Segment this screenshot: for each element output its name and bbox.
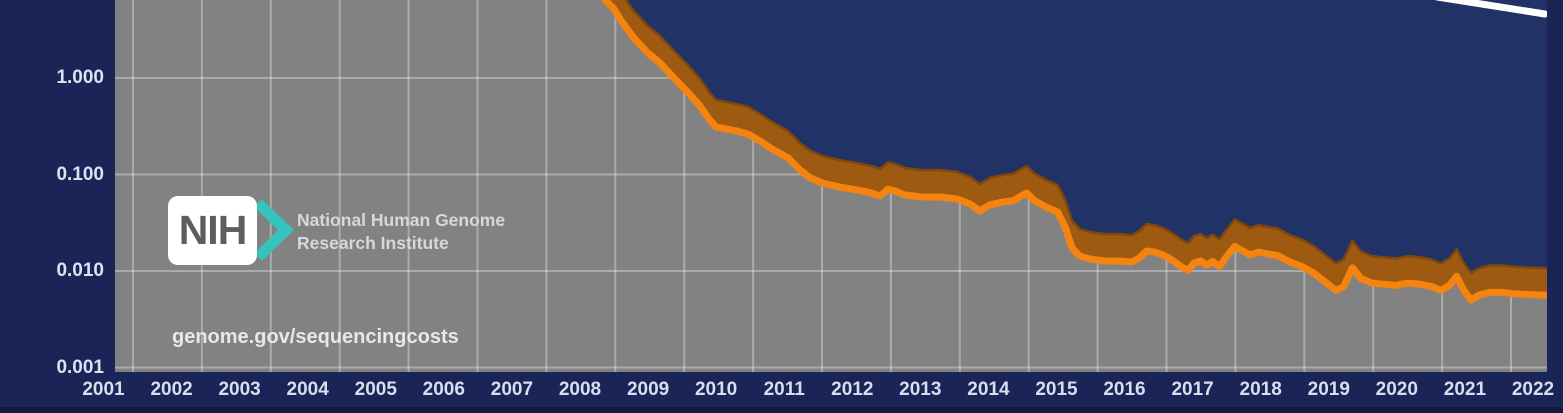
x-tick-label: 2011 bbox=[763, 379, 805, 400]
x-tick-label: 2014 bbox=[967, 379, 1010, 400]
x-tick-label: 2012 bbox=[831, 379, 874, 400]
x-tick-label: 2001 bbox=[82, 379, 125, 400]
source-url-text: genome.gov/sequencingcosts bbox=[172, 326, 459, 348]
nih-logo-box: NIH bbox=[168, 196, 257, 265]
x-tick-label: 2021 bbox=[1443, 379, 1487, 400]
x-tick-label: 2009 bbox=[626, 379, 670, 400]
x-tick-label: 2003 bbox=[218, 379, 261, 400]
nih-logo: NIH National Human Genome Research Insti… bbox=[168, 196, 505, 265]
x-tick-label: 2017 bbox=[1171, 379, 1214, 400]
cost-curve bbox=[601, 0, 1547, 304]
institute-name: National Human Genome Research Institute bbox=[297, 196, 505, 255]
institute-name-line1: National Human Genome bbox=[297, 210, 506, 230]
x-tick-label: 2010 bbox=[694, 379, 738, 400]
x-tick-label: 2006 bbox=[422, 379, 465, 400]
x-tick-label: 2002 bbox=[150, 379, 193, 400]
bottom-edge-strip bbox=[0, 407, 1563, 413]
x-tick-label: 2022 bbox=[1511, 379, 1555, 400]
x-tick-label: 2007 bbox=[490, 379, 534, 400]
area-above-curve bbox=[625, 0, 1547, 273]
x-tick-label: 2018 bbox=[1239, 379, 1282, 400]
x-tick-label: 2008 bbox=[558, 379, 602, 400]
x-tick-label: 2005 bbox=[354, 379, 397, 400]
y-tick-label: 0.010 bbox=[56, 260, 104, 281]
x-tick-label: 2004 bbox=[286, 379, 329, 400]
institute-name-line2: Research Institute bbox=[297, 233, 449, 253]
y-tick-label: 0.001 bbox=[56, 356, 104, 378]
nih-chevron-icon bbox=[254, 199, 294, 261]
x-tick-label: 2019 bbox=[1307, 379, 1350, 400]
y-tick-label: 0.100 bbox=[56, 163, 104, 185]
x-tick-label: 2015 bbox=[1035, 379, 1078, 400]
y-tick-label: 1.000 bbox=[56, 67, 104, 88]
cost-curve-band-edge bbox=[624, 0, 1547, 275]
x-tick-label: 2013 bbox=[899, 379, 942, 400]
moores-law-line bbox=[1435, 0, 1547, 18]
nih-acronym: NIH bbox=[178, 207, 248, 253]
cost-curve-band bbox=[605, 0, 1547, 300]
x-tick-label: 2016 bbox=[1103, 379, 1146, 400]
x-tick-label: 2020 bbox=[1375, 379, 1418, 400]
